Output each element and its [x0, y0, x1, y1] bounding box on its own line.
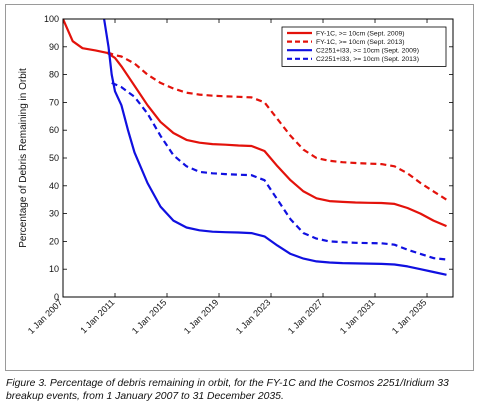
- legend-entry-2: FY-1C, >= 10cm (Sept. 2013): [316, 39, 405, 46]
- series-line-1: [63, 19, 447, 228]
- y-tick-label: 40: [49, 181, 59, 191]
- legend: FY-1C, >= 10cm (Sept. 2009) FY-1C, >= 10c…: [281, 26, 447, 67]
- series-line-3: [103, 19, 447, 276]
- y-tick-label: 100: [44, 14, 59, 24]
- y-tick-label: 60: [49, 125, 59, 135]
- y-tick-label: 20: [49, 236, 59, 246]
- y-tick-label: 10: [49, 264, 59, 274]
- x-tick-label: 1 Jan 2035: [390, 297, 429, 336]
- x-tick-label: 1 Jan 2007: [26, 297, 65, 336]
- x-tick-label: 1 Jan 2011: [78, 297, 116, 335]
- x-tick-label: 1 Jan 2027: [286, 297, 325, 336]
- x-tick-label: 1 Jan 2019: [182, 297, 221, 336]
- y-tick-label: 30: [49, 209, 59, 219]
- y-tick-label: 80: [49, 70, 59, 80]
- series-layer: [63, 19, 448, 276]
- y-tick-label: 70: [49, 97, 59, 107]
- y-tick-label: 0: [54, 292, 59, 302]
- figure-caption: Figure 3. Percentage of debris remaining…: [6, 378, 449, 402]
- y-tick-label: 90: [49, 42, 59, 52]
- legend-entry-4: C2251+I33, >= 10cm (Sept. 2013): [316, 56, 419, 63]
- x-tick-label: 1 Jan 2023: [234, 297, 273, 336]
- series-line-2: [107, 51, 448, 201]
- series-line-4: [111, 81, 447, 261]
- y-axis: 0 10 20 30 40 50 60 70 80 90 100: [44, 14, 453, 302]
- x-tick-label: 1 Jan 2015: [130, 297, 169, 336]
- y-tick-label: 50: [49, 153, 59, 163]
- y-axis-label: Percentage of Debris Remaining in Orbit: [18, 68, 29, 248]
- legend-entry-3: C2251+I33, >= 10cm (Sept. 2009): [316, 48, 419, 55]
- figure-frame: 0 10 20 30 40 50 60 70 80 90 100 1 Jan 2007 1 Jan 2…: [5, 4, 474, 371]
- debris-chart: 0 10 20 30 40 50 60 70 80 90 100 1 Jan 2007 1 Jan 2…: [18, 14, 454, 336]
- legend-entry-1: FY-1C, >= 10cm (Sept. 2009): [316, 30, 405, 37]
- x-tick-label: 1 Jan 2031: [338, 297, 377, 336]
